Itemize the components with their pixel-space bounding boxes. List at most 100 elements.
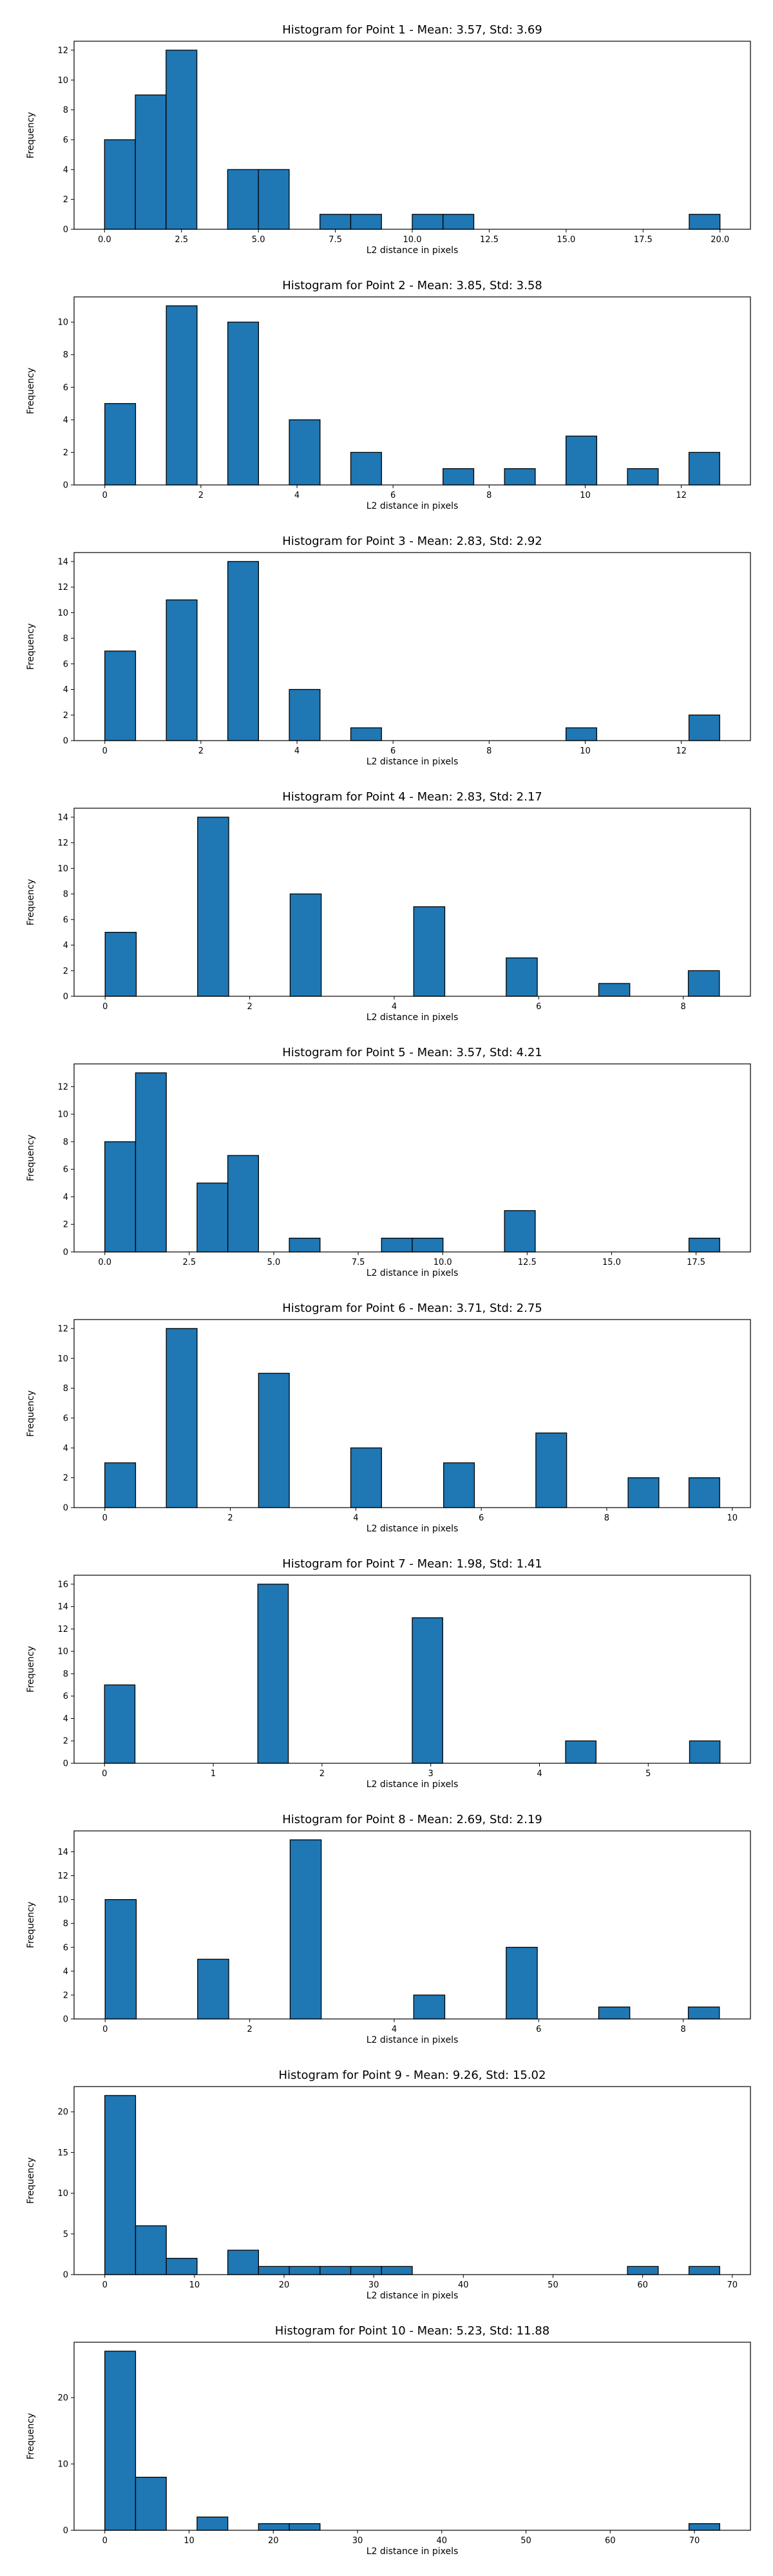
histogram-bar <box>443 468 475 486</box>
x-tick-label: 6 <box>536 1002 541 1012</box>
plot-frame <box>73 808 751 997</box>
histogram-panel: Histogram for Point 5 - Mean: 3.57, Std:… <box>0 1023 773 1278</box>
histogram-bar <box>598 983 631 997</box>
histogram-bar <box>197 1958 229 2020</box>
x-tick-label: 4 <box>294 491 300 500</box>
x-tick-label: 2 <box>247 1002 252 1012</box>
histogram-bar <box>350 727 382 741</box>
x-tick-label: 12.5 <box>518 1258 537 1267</box>
histogram-bar <box>443 214 475 230</box>
y-tick-label: 2 <box>63 1737 68 1747</box>
histogram-panel: Histogram for Point 7 - Mean: 1.98, Std:… <box>0 1534 773 1789</box>
chart-title: Histogram for Point 3 - Mean: 2.83, Std:… <box>282 535 542 548</box>
y-tick-label: 10 <box>57 2460 68 2470</box>
histogram-bar <box>104 402 137 486</box>
y-tick-label: 6 <box>63 659 68 669</box>
y-tick-label: 0 <box>63 1248 68 1258</box>
histogram-bar <box>104 2351 137 2531</box>
x-tick-label: 7.5 <box>352 1258 365 1267</box>
y-tick-label: 4 <box>63 1444 68 1454</box>
histogram-bar <box>135 2225 167 2275</box>
histogram-bar <box>166 599 198 741</box>
y-tick-label: 15 <box>57 2148 68 2158</box>
histogram-bar <box>258 1372 290 1508</box>
histogram-bar <box>227 2249 260 2275</box>
histogram-bar <box>166 1328 198 1508</box>
x-tick-label: 2.5 <box>183 1258 196 1267</box>
x-tick-label: 4 <box>392 2025 397 2034</box>
x-tick-label: 0 <box>102 2025 108 2034</box>
y-tick-label: 8 <box>63 1384 68 1394</box>
x-axis-label: L2 distance in pixels <box>367 245 459 255</box>
x-tick-label: 0 <box>102 1002 108 1012</box>
y-tick-label: 8 <box>63 1137 68 1147</box>
y-tick-label: 6 <box>63 1165 68 1175</box>
y-tick-label: 0 <box>63 225 68 235</box>
histogram-bar <box>289 893 322 997</box>
x-tick-label: 12 <box>676 746 687 756</box>
histogram-chart: Histogram for Point 7 - Mean: 1.98, Std:… <box>26 1557 751 1789</box>
y-tick-label: 12 <box>57 1083 68 1092</box>
y-axis-label: Frequency <box>26 1902 36 1948</box>
x-tick-label: 8 <box>604 1513 609 1523</box>
x-tick-label: 6 <box>390 746 396 756</box>
y-tick-label: 20 <box>57 2108 68 2117</box>
y-axis-label: Frequency <box>26 1390 36 1437</box>
x-tick-label: 8 <box>681 2025 686 2034</box>
y-tick-label: 14 <box>57 557 68 567</box>
x-tick-label: 4 <box>537 1769 542 1779</box>
y-axis-label: Frequency <box>26 2413 36 2459</box>
histogram-bar <box>506 957 538 997</box>
histogram-panel: Histogram for Point 1 - Mean: 3.57, Std:… <box>0 0 773 255</box>
histogram-bar <box>443 1462 475 1508</box>
histogram-panel: Histogram for Point 8 - Mean: 2.69, Std:… <box>0 1790 773 2045</box>
y-tick-label: 12 <box>57 838 68 848</box>
histogram-bar <box>104 1899 137 2020</box>
x-tick-label: 5 <box>645 1769 651 1779</box>
y-tick-label: 4 <box>63 415 68 425</box>
chart-title: Histogram for Point 6 - Mean: 3.71, Std:… <box>282 1302 542 1315</box>
histogram-panel: Histogram for Point 4 - Mean: 2.83, Std:… <box>0 767 773 1022</box>
histogram-bar <box>627 2266 659 2275</box>
y-tick-label: 8 <box>63 890 68 900</box>
histogram-bar <box>289 688 321 741</box>
y-tick-label: 10 <box>57 609 68 618</box>
y-tick-label: 4 <box>63 685 68 695</box>
x-tick-label: 17.5 <box>687 1258 705 1267</box>
x-tick-label: 30 <box>352 2536 363 2546</box>
histogram-bar <box>104 1462 137 1508</box>
plot-frame <box>73 1830 751 2020</box>
histogram-bar <box>688 1477 720 1508</box>
histogram-bar <box>504 1210 536 1253</box>
x-tick-label: 8 <box>486 491 491 500</box>
y-tick-label: 6 <box>63 135 68 145</box>
y-axis-label: Frequency <box>26 1135 36 1181</box>
y-axis-label: Frequency <box>26 879 36 925</box>
histogram-bar <box>166 305 198 486</box>
histogram-bar <box>258 169 290 230</box>
chart-title: Histogram for Point 8 - Mean: 2.69, Std:… <box>282 1813 542 1826</box>
histogram-bar <box>688 451 720 486</box>
histogram-bar <box>350 451 382 486</box>
histogram-bar <box>350 1447 382 1508</box>
x-tick-label: 5.0 <box>252 235 265 245</box>
histogram-bar <box>381 1237 413 1253</box>
x-tick-label: 50 <box>548 2280 558 2290</box>
y-tick-label: 2 <box>63 1473 68 1483</box>
x-tick-label: 0 <box>102 2280 108 2290</box>
y-tick-label: 10 <box>57 1895 68 1905</box>
histogram-bar <box>227 321 260 486</box>
y-tick-label: 5 <box>63 2230 68 2239</box>
y-tick-label: 8 <box>63 350 68 360</box>
x-tick-label: 10 <box>580 746 591 756</box>
histogram-bar <box>350 214 382 230</box>
y-tick-label: 6 <box>63 383 68 393</box>
x-tick-label: 4 <box>392 1002 397 1012</box>
histogram-bar <box>258 2523 290 2531</box>
histogram-bar <box>166 50 198 230</box>
y-tick-label: 2 <box>63 448 68 458</box>
y-tick-label: 0 <box>63 737 68 746</box>
histogram-bar <box>350 2266 382 2275</box>
histogram-bar <box>227 1155 260 1253</box>
x-tick-label: 0.0 <box>98 1258 111 1267</box>
